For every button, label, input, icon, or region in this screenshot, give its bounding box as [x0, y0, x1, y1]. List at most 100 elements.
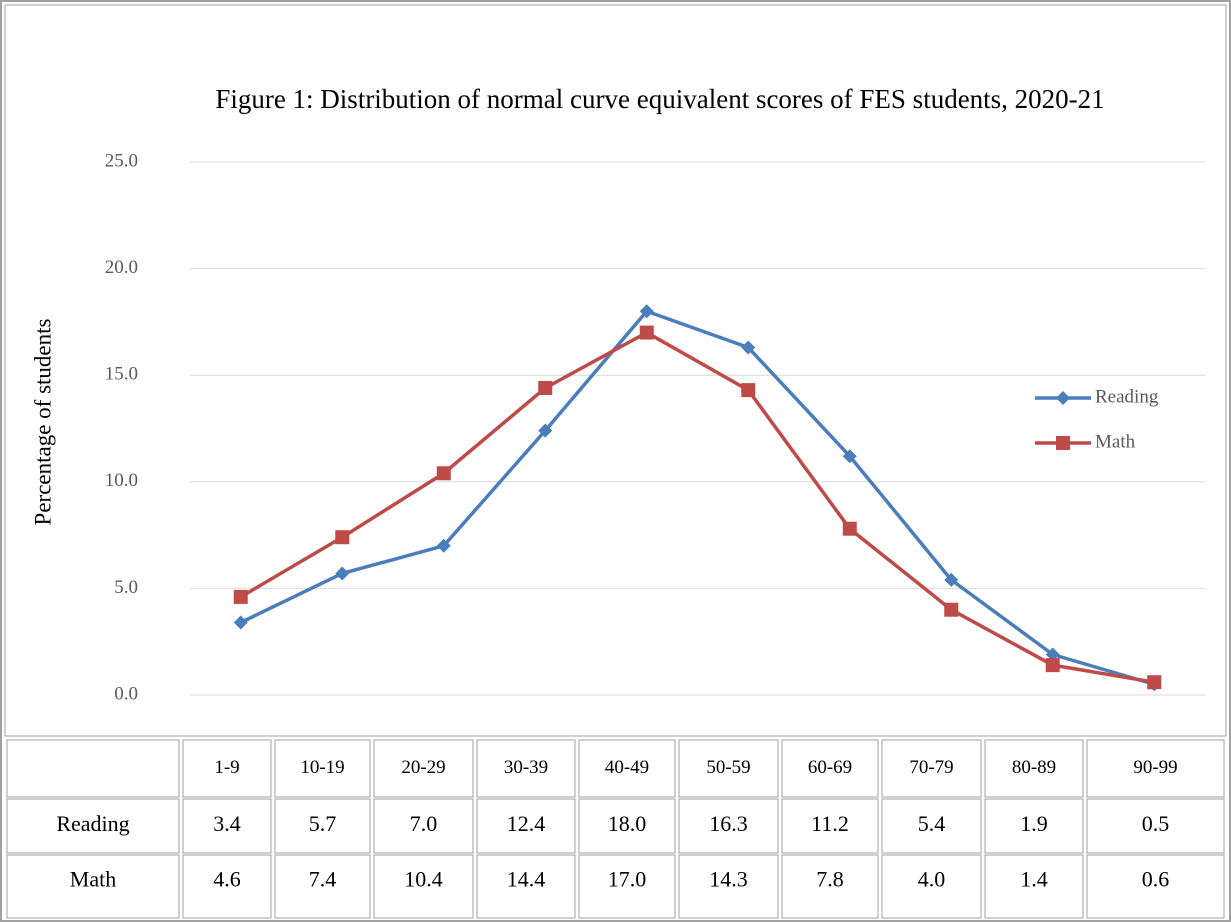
table-cell	[578, 798, 676, 854]
chart-title: Figure 1: Distribution of normal curve e…	[215, 84, 1104, 114]
marker	[944, 572, 959, 587]
table-value: 3.4	[213, 811, 241, 836]
marker	[1045, 658, 1060, 673]
table-cell	[476, 798, 576, 854]
table-cell	[476, 739, 576, 798]
table-header: 80-89	[1012, 757, 1056, 778]
table-value: 16.3	[709, 811, 748, 836]
marker	[436, 466, 451, 481]
marker	[1056, 391, 1070, 405]
y-tick-label: 25.0	[105, 150, 138, 171]
table-value: 5.7	[309, 811, 337, 836]
marker	[233, 615, 248, 630]
table-cell	[678, 798, 779, 854]
marker	[538, 380, 553, 395]
table-value: 14.4	[507, 867, 546, 892]
table-cell	[182, 739, 272, 798]
marker	[1147, 675, 1162, 690]
table-cell	[1086, 854, 1225, 919]
table-cell	[274, 854, 371, 919]
table-cell	[781, 798, 879, 854]
series-line	[239, 309, 1155, 687]
marker	[436, 538, 451, 553]
table-value: Math	[70, 867, 116, 892]
table-cell	[6, 854, 180, 919]
table-cell	[476, 854, 576, 919]
table-cell	[881, 739, 982, 798]
table-value: 7.4	[309, 867, 337, 892]
y-tick-label: 10.0	[105, 470, 138, 491]
y-tick-label: 15.0	[105, 364, 138, 385]
table-header: 60-69	[808, 757, 852, 778]
marker	[1045, 647, 1060, 662]
table-cell	[1086, 798, 1225, 854]
table-value: Reading	[56, 811, 129, 836]
table-cell	[182, 798, 272, 854]
y-tick-label: 20.0	[105, 257, 138, 278]
table-cell	[678, 739, 779, 798]
table-cell	[373, 798, 474, 854]
y-tick-label: 0.0	[114, 683, 138, 704]
table-value: 11.2	[811, 811, 849, 836]
table-header: 1-9	[214, 757, 239, 778]
marker	[639, 304, 654, 319]
marker	[233, 589, 248, 604]
table-value: 18.0	[608, 811, 647, 836]
table-value: 4.6	[213, 867, 241, 892]
table-value: 7.0	[410, 811, 438, 836]
table-cell	[984, 798, 1084, 854]
table-header: 50-59	[706, 757, 750, 778]
table-value: 17.0	[608, 867, 647, 892]
table-value: 5.4	[918, 811, 946, 836]
marker	[335, 566, 350, 581]
marker	[335, 530, 350, 545]
table-cell	[373, 739, 474, 798]
table-value: 4.0	[918, 867, 946, 892]
marker	[1056, 436, 1070, 450]
marker	[538, 423, 553, 438]
table-cell	[881, 854, 982, 919]
table-cell	[6, 739, 180, 798]
table-value: 14.3	[709, 867, 748, 892]
table-header: 30-39	[504, 757, 548, 778]
table-header: 20-29	[401, 757, 445, 778]
table-cell	[781, 739, 879, 798]
table-value: 12.4	[507, 811, 546, 836]
table-value: 0.6	[1142, 867, 1170, 892]
table-value: 7.8	[816, 867, 844, 892]
series-line	[239, 330, 1155, 684]
table-value: 1.9	[1020, 811, 1048, 836]
table-value: 0.5	[1142, 811, 1170, 836]
chart-border	[4, 4, 1227, 737]
marker	[842, 449, 857, 464]
table-value: 1.4	[1020, 867, 1048, 892]
marker	[842, 521, 857, 536]
table-header: 70-79	[909, 757, 953, 778]
legend-label: Reading	[1095, 386, 1159, 407]
table-cell	[182, 854, 272, 919]
y-axis-label: Percentage of students	[30, 318, 55, 525]
table-header: 40-49	[605, 757, 649, 778]
marker	[741, 383, 756, 398]
marker	[944, 602, 959, 617]
table-cell	[678, 854, 779, 919]
table-cell	[373, 854, 474, 919]
marker	[741, 340, 756, 355]
table-cell	[274, 798, 371, 854]
table-cell	[578, 854, 676, 919]
table-cell	[984, 854, 1084, 919]
table-header: 10-19	[300, 757, 344, 778]
table-header: 90-99	[1133, 757, 1177, 778]
table-cell	[984, 739, 1084, 798]
legend-label: Math	[1095, 431, 1136, 452]
marker	[639, 325, 654, 340]
table-cell	[781, 854, 879, 919]
table-cell	[1086, 739, 1225, 798]
table-value: 10.4	[404, 867, 443, 892]
table-cell	[6, 798, 180, 854]
y-tick-label: 5.0	[114, 577, 138, 598]
table-cell	[274, 739, 371, 798]
